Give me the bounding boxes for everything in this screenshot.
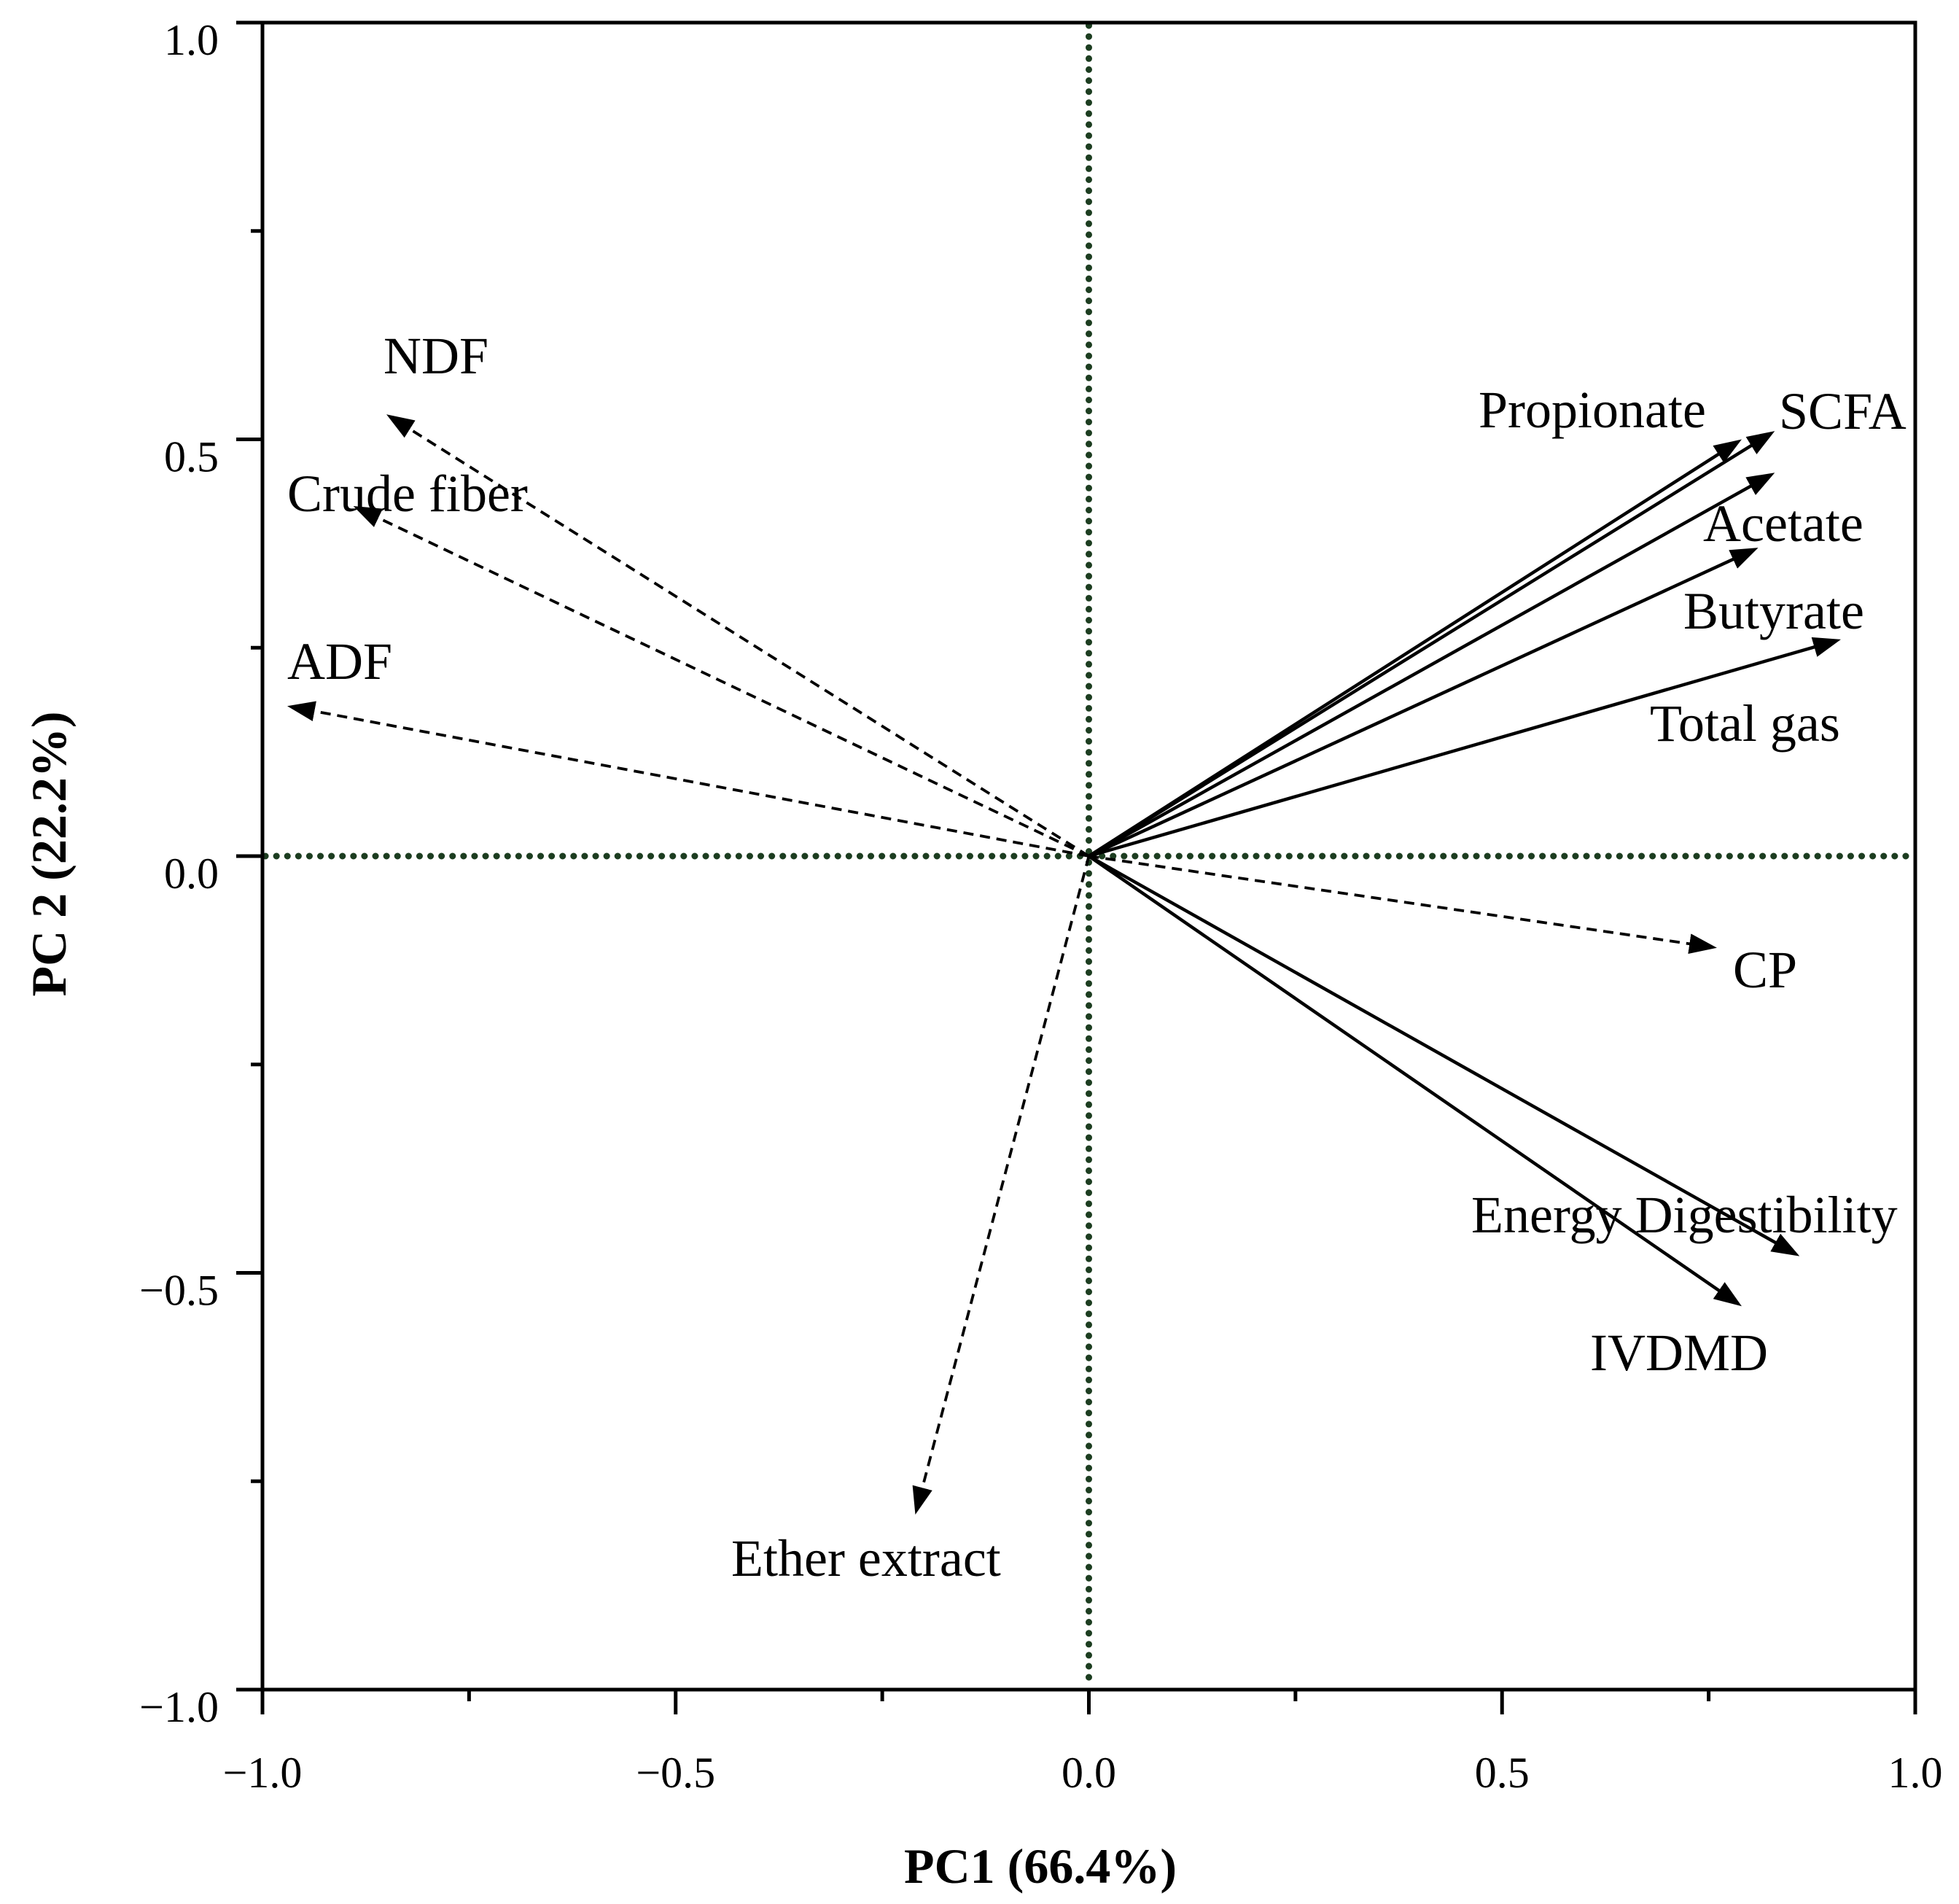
y-tick-label: 0.0 — [164, 850, 219, 898]
y-tick-label: 0.5 — [164, 433, 219, 481]
vector-arrow-crude-fiber — [353, 505, 1090, 858]
vector-label-acetate: Acetate — [1703, 494, 1863, 553]
vector-label-ivdmd: IVDMD — [1590, 1324, 1768, 1382]
x-tick-label: 0.0 — [1062, 1749, 1116, 1797]
vector-arrow-ivdmd — [1088, 855, 1742, 1307]
vector-label-ether-extract: Ether extract — [731, 1529, 1001, 1588]
y-tick-label: −0.5 — [139, 1267, 219, 1315]
vector-label-total-gas: Total gas — [1650, 694, 1840, 753]
vector-arrow-energy-digestibility — [1088, 855, 1800, 1256]
reference-lines — [262, 22, 1910, 1683]
vector-arrow-butyrate — [1088, 548, 1759, 858]
vector-label-propionate: Propionate — [1479, 381, 1706, 439]
vector-arrow-ether-extract — [912, 855, 1091, 1515]
vector-label-cp: CP — [1733, 941, 1797, 999]
vector-label-butyrate: Butyrate — [1683, 582, 1864, 640]
vector-label-ndf: NDF — [383, 327, 488, 385]
vector-label-adf: ADF — [287, 632, 392, 691]
vector-arrow-total-gas — [1088, 637, 1841, 858]
y-axis-title: PC 2 (22.2%) — [21, 712, 77, 997]
vector-label-crude-fiber: Crude fiber — [287, 465, 528, 523]
vector-arrow-acetate — [1088, 473, 1775, 858]
vector-label-energy-digestibility: Energy Digestibility — [1471, 1186, 1898, 1244]
y-tick-label: −1.0 — [139, 1683, 219, 1731]
x-tick-label: −0.5 — [636, 1749, 715, 1797]
vector-arrow-cp — [1088, 855, 1717, 955]
x-tick-label: 0.5 — [1475, 1749, 1530, 1797]
vector-labels: NDF Crude fiber ADF Ether extract CP Pro… — [287, 327, 1907, 1588]
vector-label-scfa: SCFA — [1779, 382, 1907, 440]
axis-ticks: −1.0 −0.5 0.0 0.5 1.0 −1.0 −0.5 0.0 0.5 1.0 — [139, 16, 1942, 1797]
x-tick-label: 1.0 — [1888, 1749, 1943, 1797]
vector-arrow-ndf — [386, 414, 1090, 858]
x-tick-label: −1.0 — [223, 1749, 303, 1797]
loading-vectors — [287, 414, 1841, 1515]
vector-arrow-propionate — [1088, 439, 1742, 858]
vector-arrow-scfa — [1088, 431, 1775, 858]
y-tick-label: 1.0 — [164, 16, 219, 64]
x-axis-title: PC1 (66.4%) — [904, 1838, 1177, 1894]
